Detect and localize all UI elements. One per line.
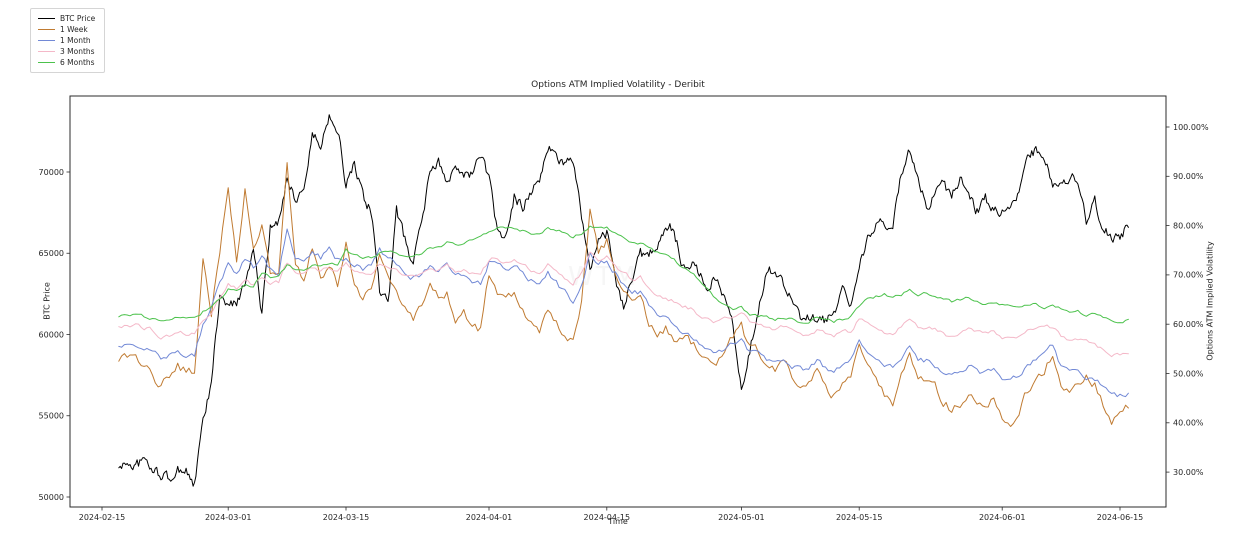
three-months-line-swatch <box>38 51 55 52</box>
left-y-tick-label: 60000 <box>39 330 64 339</box>
series-line-btc-price <box>118 114 1129 487</box>
x-tick-label: 2024-04-01 <box>466 513 513 522</box>
chart-title: Options ATM Implied Volatility - Deribit <box>531 80 705 90</box>
legend-item-3-months: 3 Months <box>38 46 95 57</box>
x-axis-label: Time <box>608 517 628 526</box>
one-week-line-swatch <box>38 29 55 30</box>
left-y-tick-label: 65000 <box>39 249 64 258</box>
left-y-tick-label: 70000 <box>39 168 64 177</box>
legend-label: BTC Price <box>60 13 96 23</box>
legend-item-1-month: 1 Month <box>38 35 95 46</box>
left-y-tick-label: 55000 <box>39 412 64 421</box>
legend-item-6-months: 6 Months <box>38 57 95 68</box>
x-tick-label: 2024-03-15 <box>323 513 370 522</box>
series-line-1-week <box>118 162 1129 427</box>
series-line-1-month <box>118 228 1129 398</box>
x-tick-label: 2024-06-15 <box>1097 513 1144 522</box>
x-tick-label: 2024-06-01 <box>979 513 1026 522</box>
x-tick-label: 2024-05-01 <box>718 513 765 522</box>
right-y-tick-label: 90.00% <box>1173 172 1204 181</box>
right-y-tick-label: 70.00% <box>1173 271 1204 280</box>
legend-label: 3 Months <box>60 46 95 56</box>
x-tick-label: 2024-03-01 <box>205 513 252 522</box>
legend-label: 1 Month <box>60 35 91 45</box>
right-y-tick-label: 50.00% <box>1173 369 1204 378</box>
x-tick-label: 2024-05-15 <box>836 513 883 522</box>
legend: BTC Price 1 Week 1 Month 3 Months 6 Mont… <box>30 8 106 73</box>
legend-label: 1 Week <box>60 24 88 34</box>
legend-label: 6 Months <box>60 57 95 67</box>
x-tick-label: 2024-02-15 <box>79 513 126 522</box>
series-line-3-months <box>118 251 1129 358</box>
x-tick-label: 2024-04-15 <box>584 513 631 522</box>
right-y-tick-label: 40.00% <box>1173 419 1204 428</box>
plot-border <box>69 95 1167 508</box>
legend-item-1-week: 1 Week <box>38 24 95 35</box>
right-y-tick-label: 100.00% <box>1173 123 1209 132</box>
series-line-6-months <box>118 225 1129 324</box>
btc-price-line-swatch <box>38 18 55 19</box>
right-y-tick-label: 30.00% <box>1173 468 1204 477</box>
left-y-tick-label: 50000 <box>39 493 64 502</box>
right-y-tick-label: 60.00% <box>1173 320 1204 329</box>
right-y-tick-label: 80.00% <box>1173 221 1204 230</box>
one-month-line-swatch <box>38 40 55 41</box>
legend-item-btc-price: BTC Price <box>38 13 95 24</box>
six-months-line-swatch <box>38 62 55 63</box>
